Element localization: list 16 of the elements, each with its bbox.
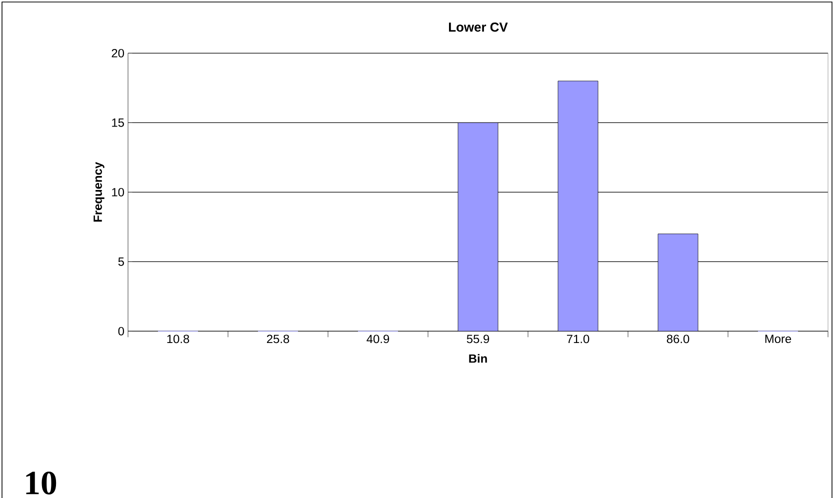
x-tick-label: 71.0	[566, 334, 590, 344]
text: 10	[26, 472, 56, 494]
y-tick-label: 10	[112, 188, 124, 196]
x-axis-title: Bin	[469, 354, 487, 363]
y-tick-label: 20	[112, 48, 124, 58]
x-tick-label: 25.8	[266, 334, 290, 344]
y-tick-label: 15	[112, 118, 124, 127]
x-tick-label: 86.0	[666, 334, 690, 344]
x-tick-label: 10.8	[167, 334, 190, 344]
chart-title: Lower CV	[449, 22, 508, 32]
x-tick-label: 40.9	[366, 334, 390, 344]
y-axis-title: Frequency	[94, 162, 104, 222]
y-tick-label: 0	[118, 326, 124, 336]
x-tick-label: More	[765, 334, 792, 344]
x-tick-label: 55.9	[466, 334, 490, 344]
y-tick-label: 5	[118, 258, 124, 266]
